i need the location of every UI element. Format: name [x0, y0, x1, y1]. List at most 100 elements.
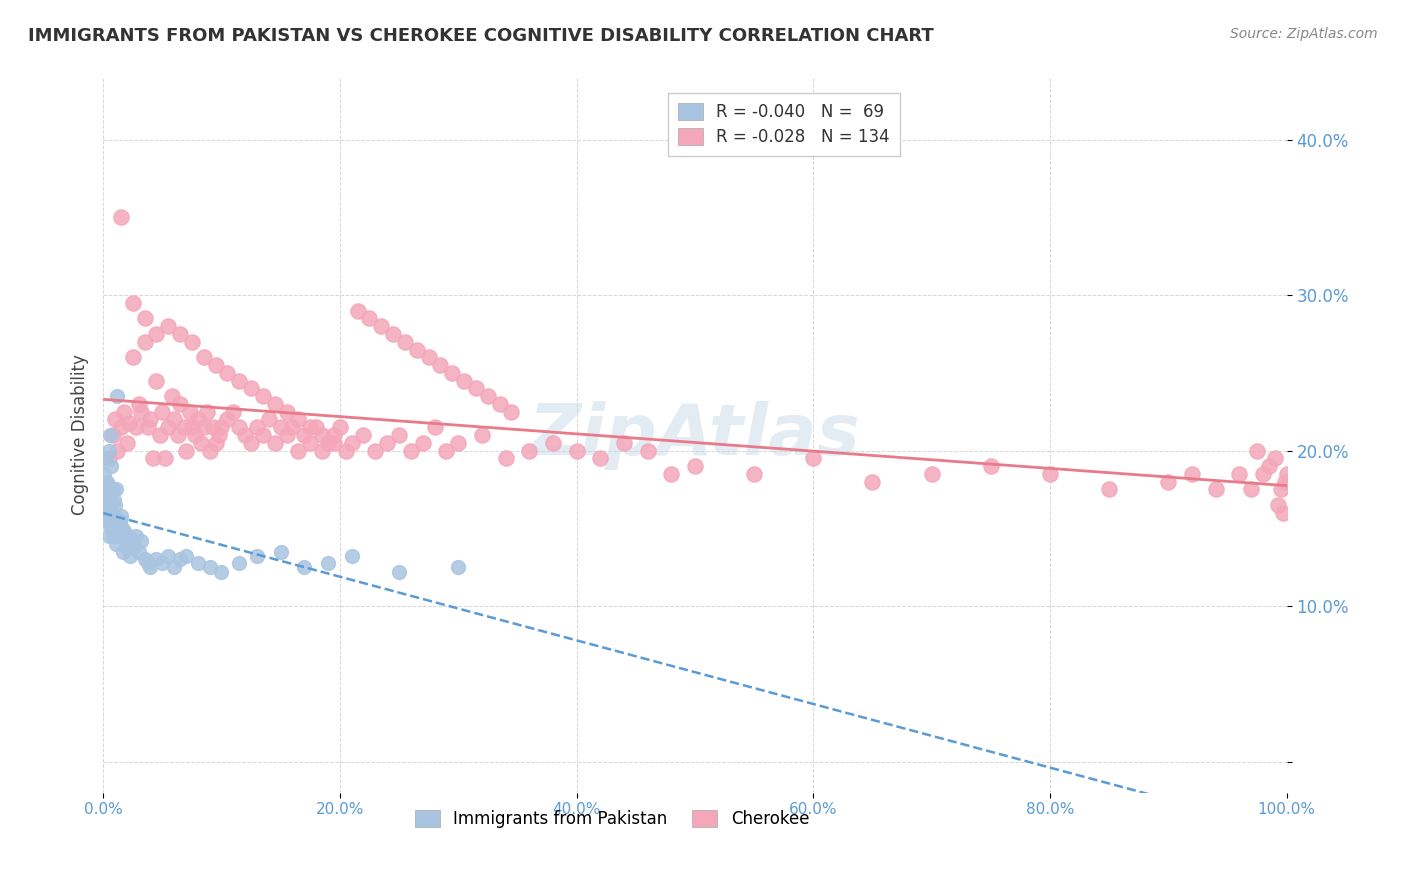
- Point: [637, 443, 659, 458]
- Point: [110, 211, 132, 225]
- Point: [353, 428, 375, 442]
- Point: [246, 549, 269, 564]
- Point: [98, 529, 121, 543]
- Point: [180, 334, 202, 349]
- Point: [382, 326, 405, 341]
- Point: [659, 467, 682, 481]
- Point: [340, 435, 363, 450]
- Point: [187, 556, 209, 570]
- Point: [103, 493, 125, 508]
- Point: [287, 412, 309, 426]
- Point: [114, 524, 136, 539]
- Point: [359, 311, 381, 326]
- Point: [270, 544, 292, 558]
- Point: [105, 483, 128, 497]
- Point: [488, 397, 510, 411]
- Point: [477, 389, 499, 403]
- Point: [118, 529, 141, 543]
- Point: [208, 428, 231, 442]
- Point: [98, 443, 121, 458]
- Point: [97, 514, 120, 528]
- Point: [541, 435, 564, 450]
- Point: [412, 435, 434, 450]
- Point: [217, 412, 239, 426]
- Point: [115, 540, 138, 554]
- Point: [495, 451, 517, 466]
- Point: [166, 428, 188, 442]
- Point: [98, 428, 121, 442]
- Point: [860, 475, 883, 489]
- Point: [329, 420, 352, 434]
- Point: [453, 374, 475, 388]
- Point: [1181, 467, 1204, 481]
- Point: [388, 565, 411, 579]
- Point: [211, 420, 233, 434]
- Point: [114, 533, 136, 548]
- Point: [145, 552, 167, 566]
- Text: IMMIGRANTS FROM PAKISTAN VS CHEROKEE COGNITIVE DISABILITY CORRELATION CHART: IMMIGRANTS FROM PAKISTAN VS CHEROKEE COG…: [28, 27, 934, 45]
- Point: [471, 428, 494, 442]
- Point: [110, 420, 132, 434]
- Point: [1274, 475, 1296, 489]
- Point: [157, 549, 180, 564]
- Point: [121, 296, 143, 310]
- Point: [98, 490, 121, 504]
- Point: [184, 428, 207, 442]
- Point: [163, 560, 186, 574]
- Point: [139, 412, 162, 426]
- Point: [104, 529, 127, 543]
- Point: [105, 389, 128, 403]
- Point: [100, 459, 122, 474]
- Point: [613, 435, 636, 450]
- Point: [97, 477, 120, 491]
- Point: [134, 311, 156, 326]
- Point: [112, 544, 135, 558]
- Point: [145, 374, 167, 388]
- Point: [94, 451, 117, 466]
- Point: [134, 552, 156, 566]
- Point: [233, 428, 256, 442]
- Point: [501, 405, 523, 419]
- Point: [263, 435, 285, 450]
- Point: [276, 405, 298, 419]
- Point: [149, 428, 172, 442]
- Point: [108, 518, 131, 533]
- Point: [292, 560, 315, 574]
- Point: [447, 435, 470, 450]
- Point: [228, 420, 250, 434]
- Point: [370, 319, 392, 334]
- Point: [103, 514, 125, 528]
- Point: [801, 451, 824, 466]
- Point: [517, 443, 540, 458]
- Point: [299, 435, 322, 450]
- Point: [1267, 498, 1289, 512]
- Point: [346, 303, 368, 318]
- Point: [394, 334, 416, 349]
- Point: [1275, 467, 1298, 481]
- Point: [340, 549, 363, 564]
- Point: [115, 435, 138, 450]
- Point: [464, 381, 486, 395]
- Point: [105, 514, 128, 528]
- Point: [193, 420, 215, 434]
- Point: [128, 544, 150, 558]
- Point: [121, 537, 143, 551]
- Point: [316, 556, 339, 570]
- Point: [98, 506, 121, 520]
- Point: [180, 420, 202, 434]
- Point: [292, 428, 315, 442]
- Point: [742, 467, 765, 481]
- Point: [322, 428, 344, 442]
- Point: [311, 428, 333, 442]
- Point: [316, 435, 339, 450]
- Point: [228, 374, 250, 388]
- Point: [222, 405, 245, 419]
- Point: [204, 435, 226, 450]
- Point: [1272, 506, 1295, 520]
- Point: [399, 443, 422, 458]
- Point: [111, 521, 134, 535]
- Point: [276, 428, 298, 442]
- Point: [217, 366, 239, 380]
- Point: [100, 498, 122, 512]
- Point: [263, 397, 285, 411]
